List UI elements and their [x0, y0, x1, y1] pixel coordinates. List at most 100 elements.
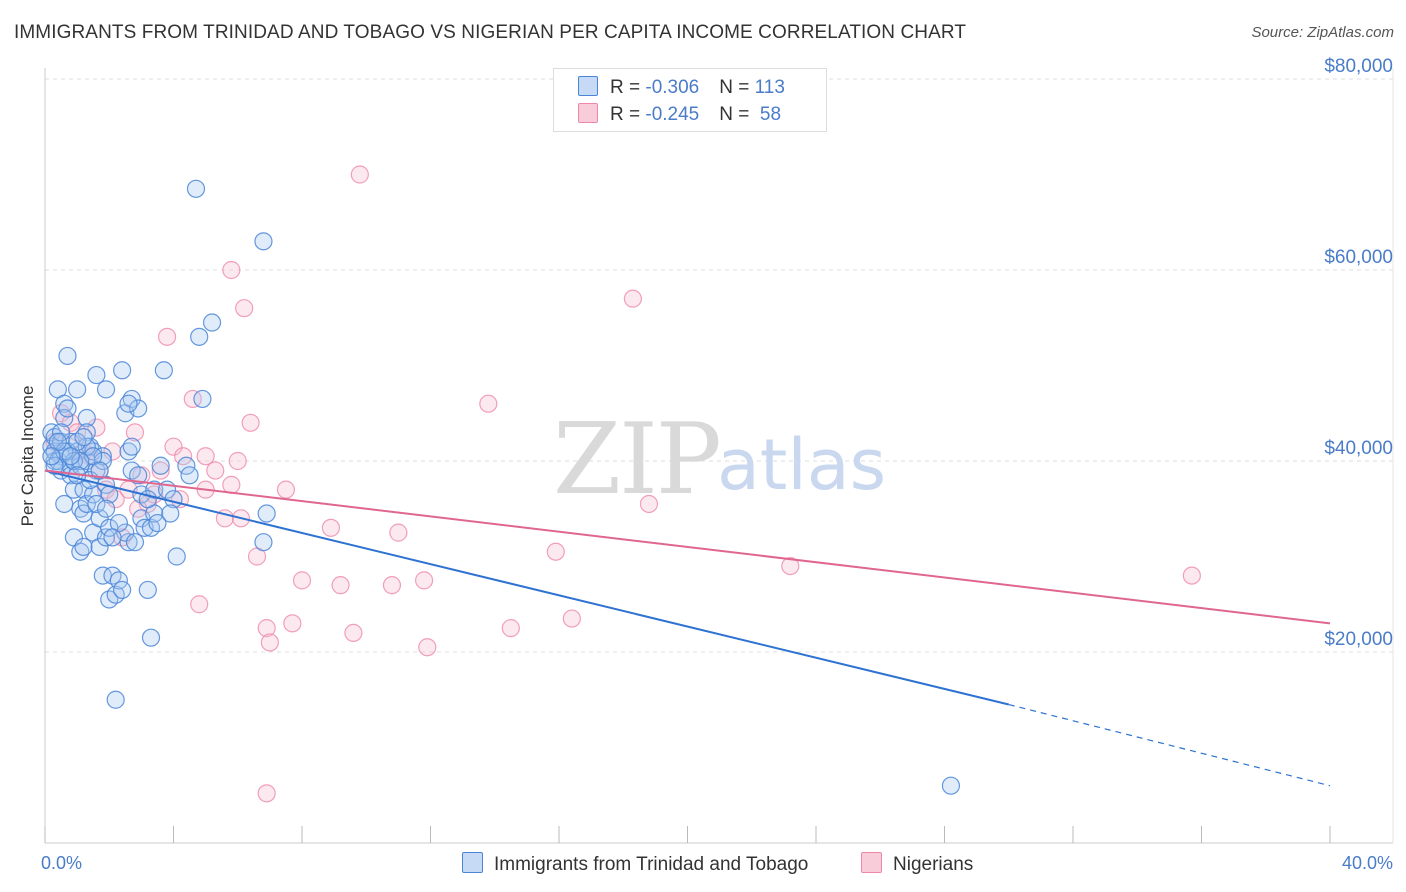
x-tick-labels: 0.0% 40.0% — [41, 853, 1393, 873]
point-nigerians — [164, 437, 183, 456]
point-nigerians — [260, 633, 279, 652]
point-trinidad — [154, 361, 173, 380]
point-nigerians — [257, 784, 276, 803]
point-trinidad — [45, 456, 64, 475]
point-nigerians — [1182, 566, 1201, 585]
legend-label-trinidad: Immigrants from Trinidad and Tobago — [494, 854, 809, 875]
point-nigerians — [151, 461, 170, 480]
point-trinidad — [141, 628, 161, 647]
y-tick-label: $40,000 — [1324, 438, 1393, 459]
point-trinidad — [90, 509, 109, 528]
point-nigerians — [331, 576, 350, 595]
point-trinidad — [122, 437, 141, 456]
point-trinidad — [119, 394, 138, 413]
x-tick-label-max: 40.0% — [1342, 853, 1393, 873]
point-nigerians — [125, 423, 145, 442]
point-trinidad — [138, 580, 157, 600]
watermark: ZIP atlas — [553, 403, 886, 517]
y-axis-label: Per Capita Income — [18, 386, 37, 527]
point-trinidad — [58, 346, 77, 366]
point-trinidad — [180, 466, 199, 485]
legend-item-trinidad[interactable]: Immigrants from Trinidad and Tobago — [462, 852, 808, 876]
legend-item-nigerians[interactable]: Nigerians — [861, 852, 973, 876]
point-nigerians — [639, 494, 659, 514]
axes — [44, 68, 1394, 844]
y-tick-label: $20,000 — [1324, 629, 1393, 650]
point-trinidad — [125, 533, 145, 552]
point-trinidad — [71, 451, 90, 471]
point-nigerians — [283, 614, 302, 633]
n-value-trinidad: 113 — [754, 77, 785, 98]
legend-label-nigerians: Nigerians — [893, 854, 974, 875]
point-trinidad — [87, 365, 106, 385]
point-trinidad — [257, 504, 276, 523]
point-trinidad — [103, 528, 122, 547]
point-trinidad — [74, 537, 93, 557]
point-trinidad — [93, 447, 112, 466]
stats-legend-row-nigerians: R = -0.245 N = 58 — [578, 103, 781, 125]
point-nigerians — [418, 638, 437, 657]
point-nigerians — [183, 389, 202, 409]
point-nigerians — [87, 418, 106, 437]
point-trinidad — [254, 533, 273, 552]
point-nigerians — [241, 413, 260, 432]
point-nigerians — [222, 260, 241, 280]
r-value-trinidad: -0.306 — [645, 77, 700, 98]
point-trinidad — [64, 480, 84, 499]
point-trinidad — [93, 451, 112, 471]
point-nigerians — [623, 289, 642, 308]
point-trinidad — [96, 528, 116, 547]
point-trinidad — [112, 361, 132, 380]
point-trinidad — [96, 499, 116, 518]
point-trinidad — [186, 179, 206, 198]
point-nigerians — [321, 518, 341, 537]
point-nigerians — [389, 523, 408, 542]
grid-lines — [45, 78, 1393, 653]
point-trinidad — [112, 580, 132, 600]
point-trinidad — [254, 232, 273, 251]
point-trinidad — [77, 494, 96, 514]
point-trinidad — [106, 690, 125, 709]
point-nigerians — [190, 595, 209, 614]
point-trinidad — [77, 408, 96, 428]
point-trinidad — [145, 480, 164, 499]
watermark-atlas: atlas — [717, 424, 886, 506]
point-trinidad — [68, 380, 87, 399]
point-trinidad — [87, 494, 106, 514]
point-trinidad — [202, 313, 222, 332]
point-trinidad — [58, 399, 77, 418]
y-tick-label: $60,000 — [1324, 247, 1393, 268]
point-nigerians — [546, 542, 565, 561]
point-trinidad — [941, 776, 961, 795]
point-trinidad — [161, 504, 180, 523]
stats-legend-row-trinidad: R = -0.306 N = 113 — [578, 76, 785, 98]
point-nigerians — [781, 556, 800, 576]
point-nigerians — [276, 480, 296, 499]
legend-swatch-pink — [578, 103, 598, 123]
x-tick-label-min: 0.0% — [41, 853, 82, 873]
trend-line-trinidad-extension — [1008, 703, 1331, 787]
point-nigerians — [414, 571, 434, 590]
point-nigerians — [292, 571, 312, 590]
chart-source: Source: ZipAtlas.com — [1251, 24, 1394, 41]
trend-line-nigerians — [44, 469, 1331, 625]
point-trinidad — [90, 461, 109, 480]
r-value-nigerians: -0.245 — [645, 104, 700, 125]
point-nigerians — [501, 619, 520, 638]
point-trinidad — [90, 537, 109, 557]
point-trinidad — [74, 428, 93, 447]
point-trinidad — [61, 447, 80, 466]
point-trinidad — [129, 466, 148, 485]
legend-swatch-blue — [578, 76, 598, 96]
watermark-zip: ZIP — [553, 403, 720, 517]
point-trinidad — [148, 513, 167, 533]
point-trinidad — [55, 408, 74, 428]
point-trinidad — [129, 399, 148, 418]
point-nigerians — [157, 327, 177, 346]
chart-title: IMMIGRANTS FROM TRINIDAD AND TOBAGO VS N… — [14, 22, 967, 43]
point-nigerians — [228, 451, 247, 471]
point-trinidad — [167, 547, 186, 566]
point-nigerians — [344, 623, 363, 643]
point-nigerians — [235, 299, 254, 318]
